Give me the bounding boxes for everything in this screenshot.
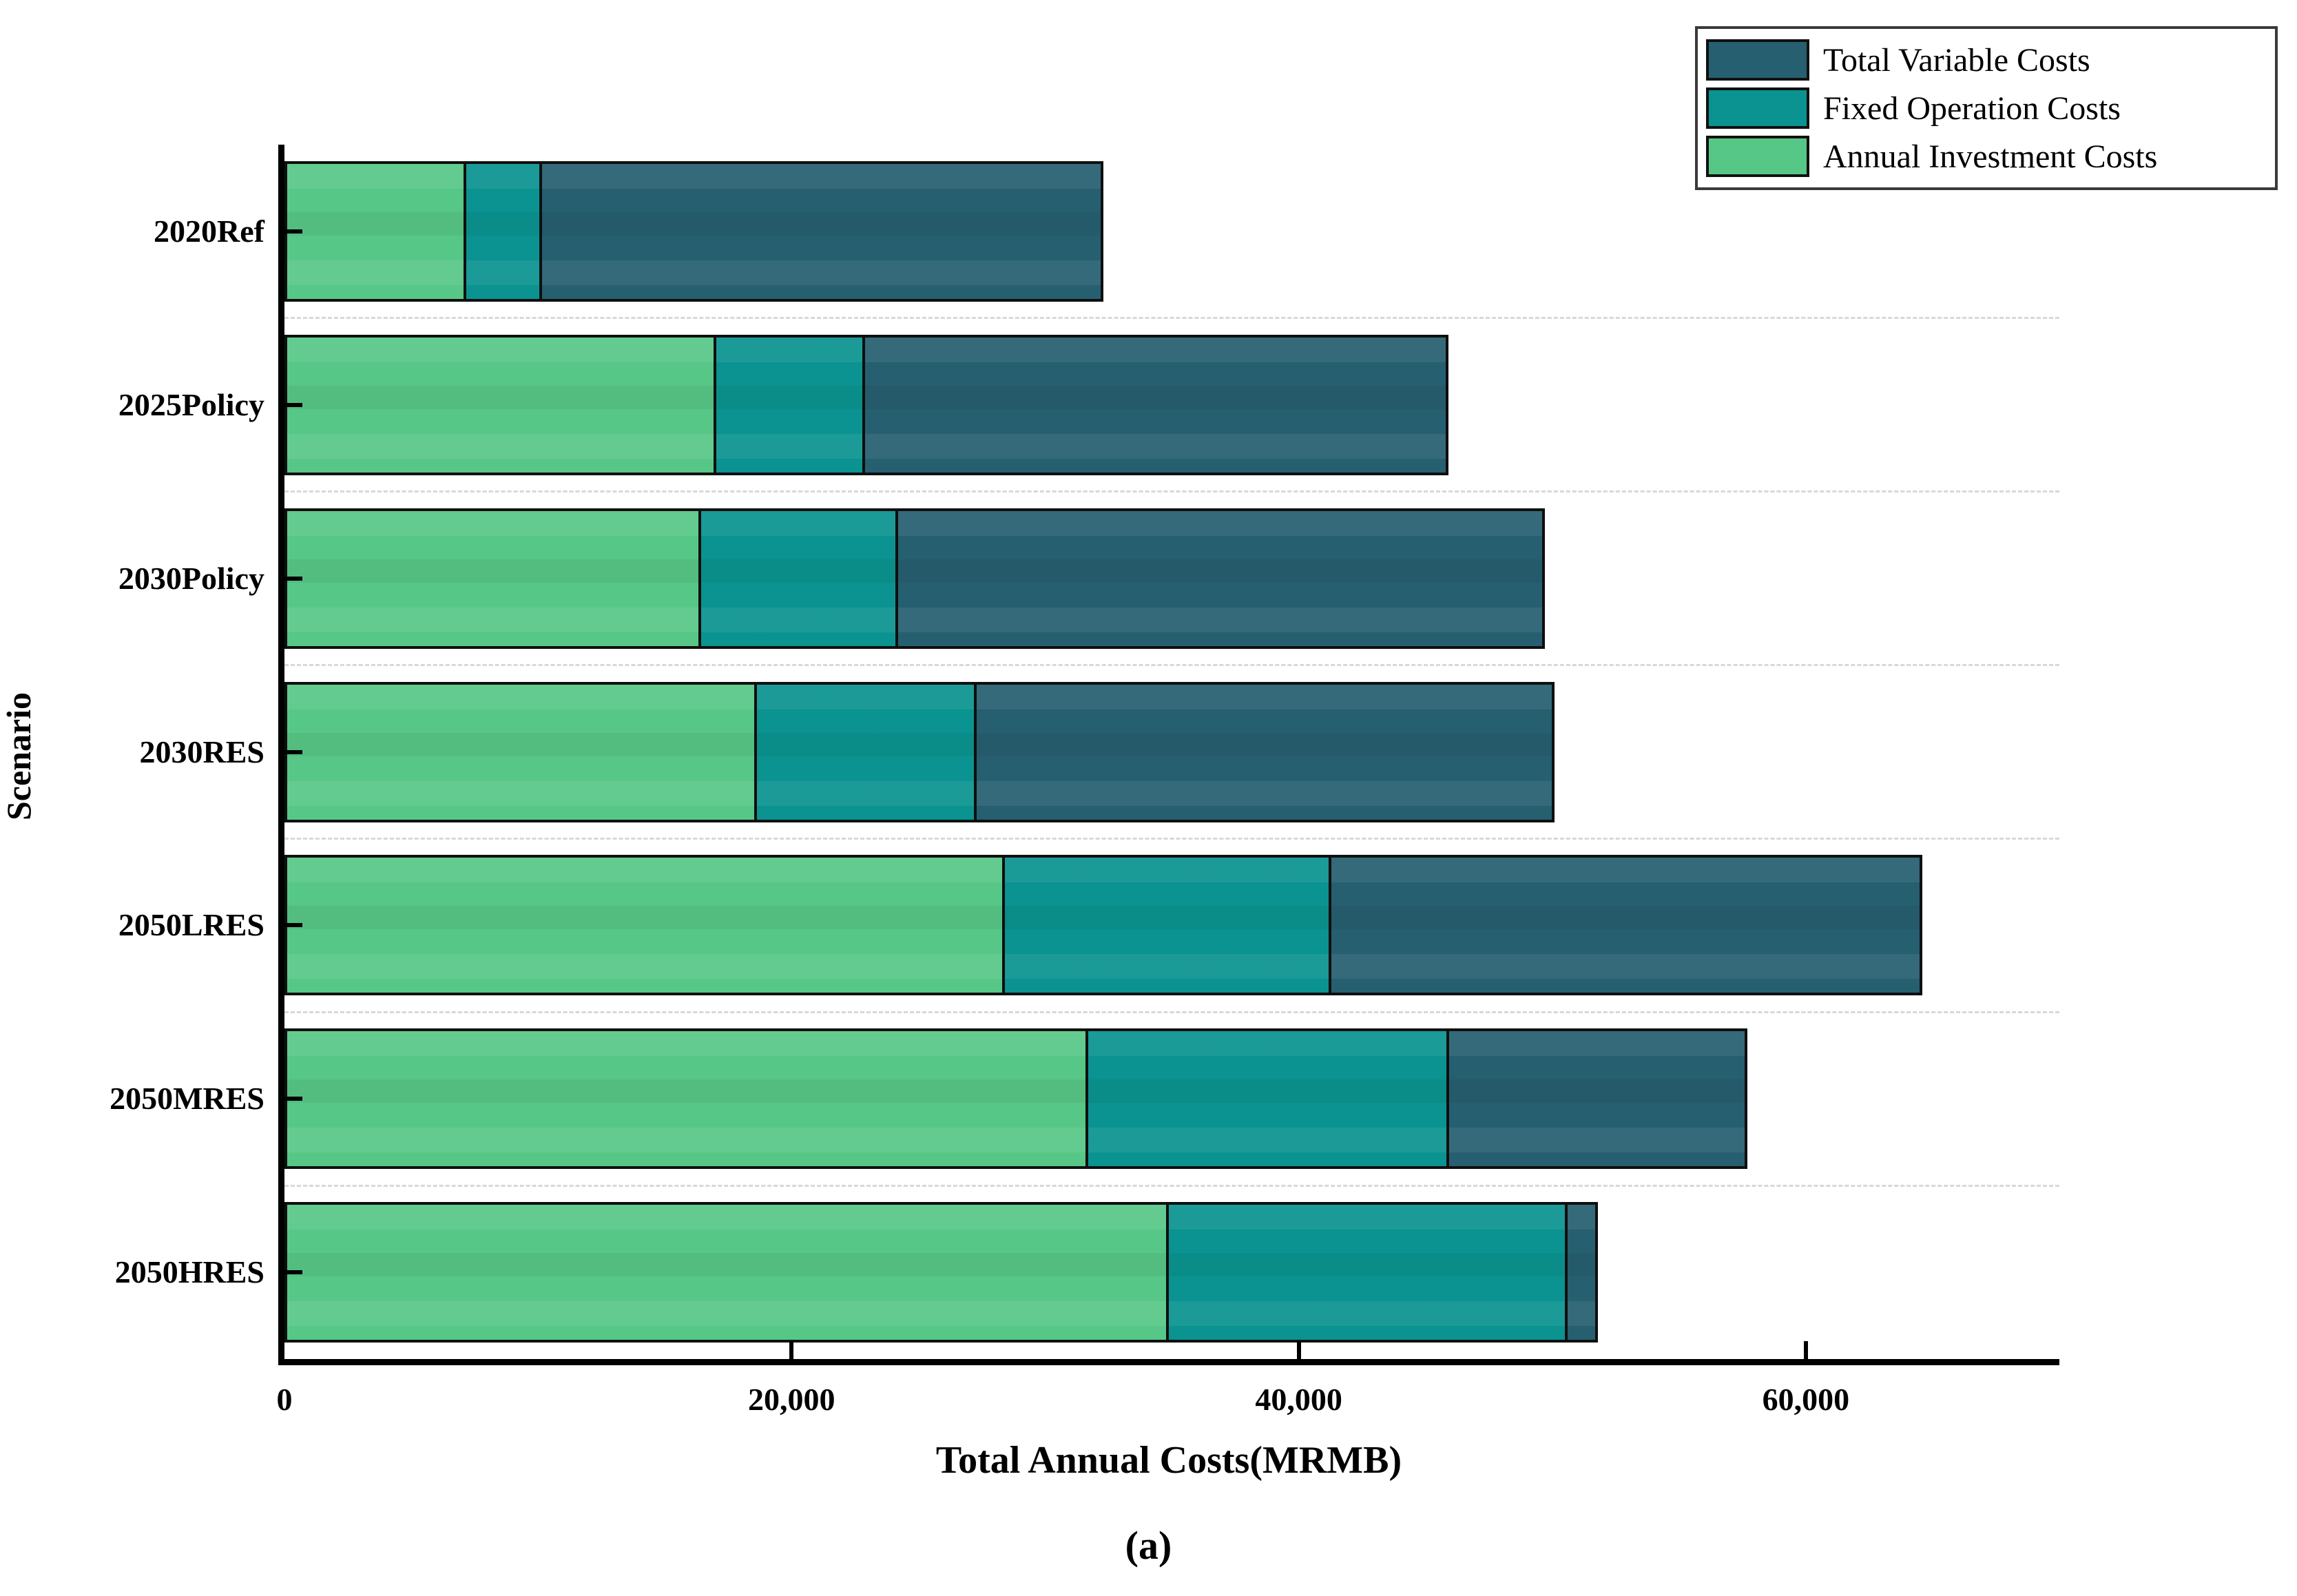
- y-tick-label: 2050HRES: [114, 1254, 264, 1290]
- x-tick-mark: [1296, 1341, 1301, 1359]
- bar-segment: [539, 163, 1101, 299]
- gridline: [284, 490, 2059, 493]
- bar-row: [284, 508, 1545, 649]
- x-tick-mark: [789, 1341, 794, 1359]
- y-tick-label: 2025Policy: [118, 386, 264, 422]
- bar-segment: [698, 510, 896, 646]
- gridline: [284, 1184, 2059, 1187]
- bar-segment: [1328, 858, 1920, 993]
- y-tick-mark: [284, 923, 302, 928]
- plot-area: [278, 145, 2059, 1365]
- legend-entry: Fixed Operation Costs: [1706, 84, 2267, 132]
- bar-segment: [287, 1031, 1085, 1167]
- y-axis-title: Scenario: [0, 692, 38, 821]
- bar-segment: [287, 163, 464, 299]
- bar-segment: [287, 510, 699, 646]
- bar-segment: [1564, 1205, 1595, 1340]
- legend-entry: Annual Investment Costs: [1706, 132, 2267, 180]
- legend-swatch: [1706, 39, 1809, 81]
- y-tick-mark: [284, 402, 302, 407]
- bar-segment: [1085, 1031, 1447, 1167]
- plot-inner: [284, 145, 2059, 1359]
- bar-segment: [714, 337, 863, 473]
- bar-row: [284, 1028, 1748, 1170]
- legend-label: Fixed Operation Costs: [1823, 90, 2121, 127]
- y-tick-mark: [284, 576, 302, 581]
- y-tick-mark: [284, 1270, 302, 1275]
- x-tick-label: 40,000: [1255, 1382, 1342, 1417]
- bar-row: [284, 681, 1555, 822]
- gridline: [284, 1011, 2059, 1013]
- y-tick-label: 2030RES: [139, 734, 264, 769]
- x-tick-label: 60,000: [1762, 1382, 1850, 1417]
- bar-segment: [287, 337, 714, 473]
- y-tick-label: 2020Ref: [154, 213, 264, 249]
- bar-segment: [287, 1205, 1166, 1340]
- bar-segment: [1002, 858, 1329, 993]
- bar-segment: [1446, 1031, 1745, 1167]
- x-tick-label: 20,000: [748, 1382, 835, 1417]
- bar-segment: [862, 337, 1446, 473]
- legend-label: Annual Investment Costs: [1823, 138, 2158, 175]
- y-tick-mark: [284, 229, 302, 234]
- figure-caption: (a): [1125, 1523, 1172, 1568]
- legend-label: Total Variable Costs: [1823, 41, 2090, 79]
- y-tick-mark: [284, 749, 302, 754]
- y-tick-label: 2050MRES: [110, 1081, 264, 1117]
- gridline: [284, 664, 2059, 667]
- legend: Total Variable Costs Fixed Operation Cost…: [1695, 26, 2278, 190]
- bar-row: [284, 334, 1448, 475]
- bar-row: [284, 160, 1104, 302]
- x-tick-mark: [1803, 1341, 1808, 1359]
- bar-segment: [754, 684, 974, 820]
- bar-segment: [463, 163, 539, 299]
- bar-row: [284, 855, 1923, 996]
- bar-row: [284, 1202, 1598, 1343]
- x-axis-title: Total Annual Costs(MRMB): [935, 1439, 1402, 1482]
- gridline: [284, 317, 2059, 320]
- legend-entry: Total Variable Costs: [1706, 36, 2267, 84]
- y-tick-label: 2050LRES: [118, 907, 264, 943]
- y-tick-label: 2030Policy: [118, 560, 264, 596]
- bar-segment: [287, 684, 755, 820]
- x-tick-label: 0: [276, 1382, 293, 1417]
- bar-segment: [1165, 1205, 1565, 1340]
- bar-segment: [287, 858, 1003, 993]
- gridline: [284, 837, 2059, 840]
- y-tick-mark: [284, 1097, 302, 1101]
- legend-swatch: [1706, 87, 1809, 129]
- bar-segment: [895, 510, 1542, 646]
- bar-segment: [973, 684, 1552, 820]
- legend-swatch: [1706, 136, 1809, 177]
